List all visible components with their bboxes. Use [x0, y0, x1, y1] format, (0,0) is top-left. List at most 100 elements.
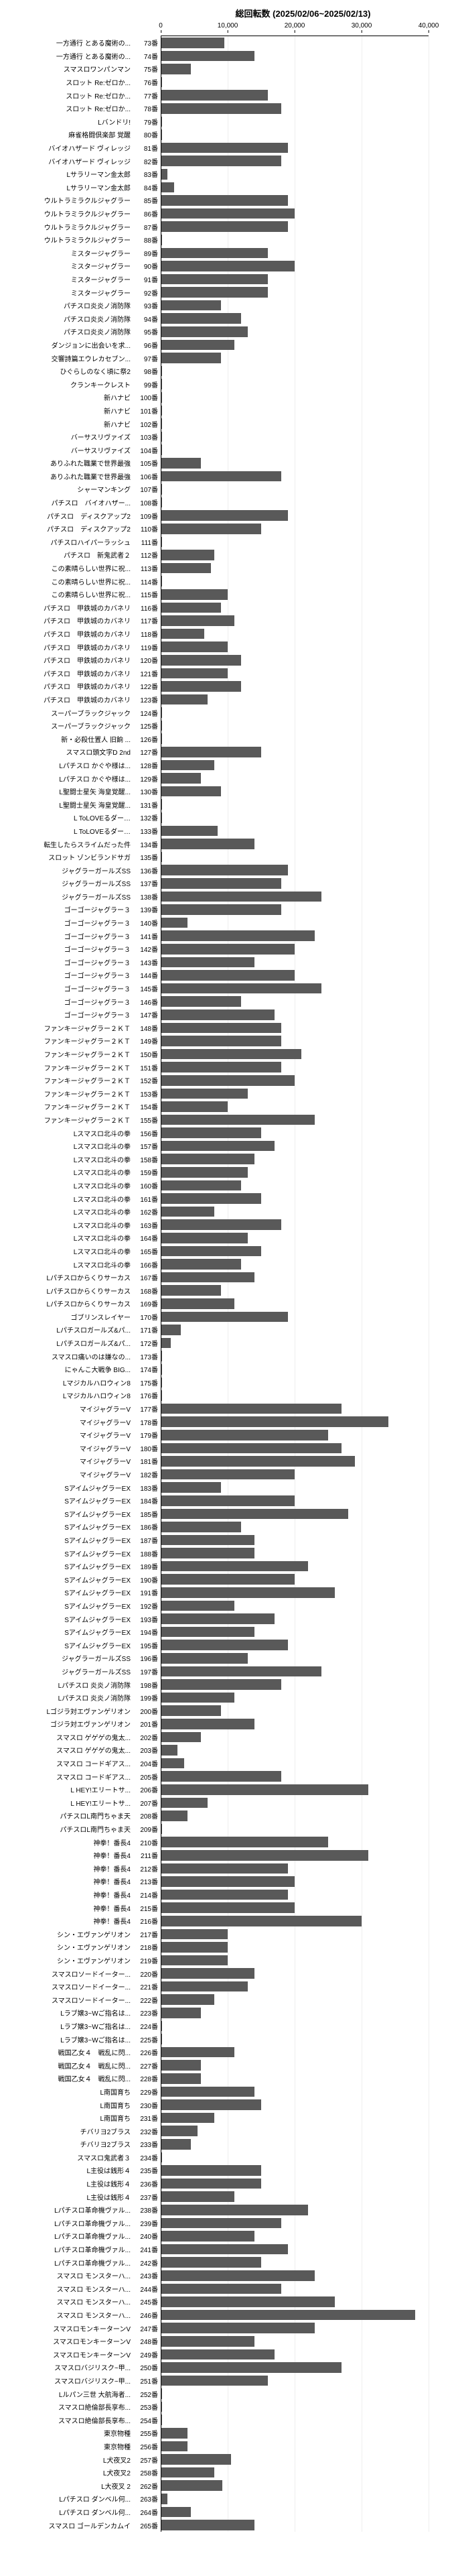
- row-seat: 214番: [133, 1890, 161, 1900]
- row-seat: 253番: [133, 2402, 161, 2412]
- row-label: Lスマスロ北斗の拳: [7, 1246, 133, 1256]
- row-seat: 149番: [133, 1036, 161, 1046]
- chart-row: 交響詩篇エウレカセブン...97番: [7, 351, 445, 365]
- bar-cell: [161, 1941, 429, 1954]
- row-seat: 193番: [133, 1614, 161, 1624]
- row-label: SアイムジャグラーEX: [7, 1495, 133, 1506]
- row-label: L南国育ち: [7, 2113, 133, 2123]
- bar: [161, 524, 261, 534]
- chart-row: SアイムジャグラーEX194番: [7, 1626, 445, 1639]
- bar-cell: [161, 1914, 429, 1928]
- bar: [161, 1890, 288, 1900]
- row-seat: 181番: [133, 1456, 161, 1466]
- chart-title: 総回転数 (2025/02/06~2025/02/13): [7, 7, 445, 19]
- chart-row: ダンジョンに出会いを求...96番: [7, 339, 445, 352]
- bar-cell: [161, 995, 429, 1008]
- row-seat: 80番: [133, 129, 161, 139]
- chart-row: クランキークレスト99番: [7, 377, 445, 391]
- row-seat: 207番: [133, 1798, 161, 1808]
- bar: [161, 2494, 167, 2504]
- chart-row: L主役は銭形４236番: [7, 2177, 445, 2191]
- row-label: パチスロ 甲鉄城のカバネリ: [7, 655, 133, 665]
- chart-row: スマスロ モンスターハ...243番: [7, 2269, 445, 2282]
- bar: [161, 1495, 295, 1506]
- bar-cell: [161, 377, 429, 391]
- row-label: バーサスリヴァイズ: [7, 432, 133, 442]
- bar: [161, 2480, 222, 2491]
- bar: [161, 1089, 248, 1099]
- row-label: Lパチスロ革命機ヴァル...: [7, 2231, 133, 2241]
- bar-cell: [161, 351, 429, 365]
- bar-cell: [161, 1599, 429, 1613]
- row-seat: 113番: [133, 563, 161, 573]
- row-label: スマスロソードイーター...: [7, 1995, 133, 2005]
- bar: [161, 1601, 234, 1611]
- chart-row: スマスロ コードギアス...204番: [7, 1757, 445, 1770]
- chart-row: SアイムジャグラーEX186番: [7, 1520, 445, 1534]
- bar: [161, 1325, 181, 1335]
- bar-cell: [161, 365, 429, 378]
- bar-cell: [161, 220, 429, 233]
- chart-row: L ToLOVEるダー…132番: [7, 811, 445, 824]
- row-seat: 192番: [133, 1601, 161, 1611]
- row-seat: 91番: [133, 274, 161, 284]
- row-seat: 186番: [133, 1522, 161, 1532]
- bar-cell: [161, 2164, 429, 2177]
- chart-row: L HEY!エリートサ...207番: [7, 1796, 445, 1810]
- bar: [161, 1916, 362, 1926]
- row-seat: 106番: [133, 471, 161, 481]
- bar-cell: [161, 916, 429, 930]
- bar: [161, 248, 268, 259]
- bar-cell: [161, 1770, 429, 1783]
- bar-cell: [161, 2466, 429, 2479]
- bar-cell: [161, 903, 429, 916]
- bar-cell: [161, 1704, 429, 1717]
- bar: [161, 1574, 295, 1585]
- chart-row: 神拳！番長4210番: [7, 1835, 445, 1849]
- bar-cell: [161, 969, 429, 982]
- row-label: スロット Re:ゼロか...: [7, 90, 133, 101]
- row-seat: 179番: [133, 1430, 161, 1440]
- chart-row: 一方通行 とある魔術の...74番: [7, 50, 445, 63]
- row-seat: 226番: [133, 2047, 161, 2057]
- chart-row: SアイムジャグラーEX192番: [7, 1599, 445, 1613]
- row-seat: 132番: [133, 812, 161, 822]
- row-label: Lスマスロ北斗の拳: [7, 1167, 133, 1177]
- row-seat: 185番: [133, 1509, 161, 1519]
- bar-cell: [161, 588, 429, 601]
- row-seat: 243番: [133, 2270, 161, 2280]
- row-seat: 244番: [133, 2284, 161, 2294]
- chart-row: ファンキージャグラー２ＫＴ149番: [7, 1034, 445, 1048]
- chart-row: L聖闘士星矢 海皇覚醒...131番: [7, 798, 445, 811]
- chart-row: Lパチスロからくりサーカス167番: [7, 1271, 445, 1284]
- bar: [161, 983, 321, 994]
- row-seat: 155番: [133, 1115, 161, 1125]
- chart-row: Lパチスロ 炎炎ノ消防隊199番: [7, 1691, 445, 1705]
- chart-row: 戦国乙女４ 戦乱に閃...228番: [7, 2072, 445, 2085]
- bar-cell: [161, 536, 429, 549]
- row-seat: 217番: [133, 1929, 161, 1939]
- chart-row: Lパチスロ革命機ヴァル...242番: [7, 2256, 445, 2269]
- bar-cell: [161, 1823, 429, 1836]
- bar-cell: [161, 1928, 429, 1941]
- bar-cell: [161, 1297, 429, 1310]
- row-seat: 262番: [133, 2481, 161, 2491]
- row-label: SアイムジャグラーEX: [7, 1509, 133, 1519]
- row-seat: 205番: [133, 1772, 161, 1782]
- chart-row: ミスタージャグラー92番: [7, 286, 445, 299]
- bar: [161, 786, 221, 797]
- row-label: パチスロL南門ちゃま天: [7, 1811, 133, 1821]
- row-label: ありふれた職業で世界最強: [7, 458, 133, 468]
- row-seat: 168番: [133, 1286, 161, 1296]
- row-label: ひぐらしのなく頃に祭2: [7, 366, 133, 376]
- bar: [161, 274, 268, 285]
- chart-row: スマスロ ゴールデンカムイ265番: [7, 2518, 445, 2532]
- bar-cell: [161, 1284, 429, 1297]
- row-seat: 237番: [133, 2192, 161, 2202]
- bar: [161, 1653, 248, 1664]
- chart-row: マイジャグラーV182番: [7, 1468, 445, 1481]
- row-label: この素晴らしい世界に祝...: [7, 576, 133, 587]
- chart-row: 新ハナビ101番: [7, 404, 445, 418]
- bar: [161, 550, 214, 560]
- row-seat: 177番: [133, 1404, 161, 1414]
